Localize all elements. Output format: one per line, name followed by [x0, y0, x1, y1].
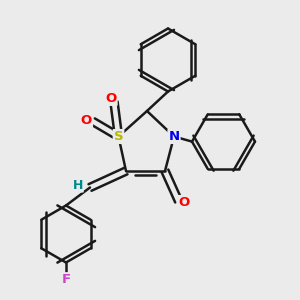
Text: F: F	[61, 273, 70, 286]
Text: N: N	[168, 130, 180, 143]
Text: O: O	[81, 113, 92, 127]
Text: S: S	[114, 130, 123, 143]
Text: O: O	[178, 196, 190, 209]
Text: H: H	[72, 178, 83, 192]
Text: O: O	[105, 92, 117, 105]
